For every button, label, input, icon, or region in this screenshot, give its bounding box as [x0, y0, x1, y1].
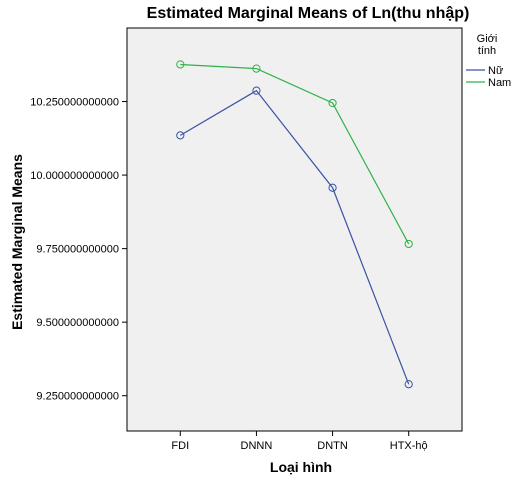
data-point-nam: [328, 98, 337, 108]
y-tick-label: 9.750000000000: [36, 244, 119, 256]
y-tick-label: 10.250000000000: [30, 97, 119, 109]
series-line-n-: [179, 89, 410, 385]
y-axis-title: Estimated Marginal Means: [9, 154, 25, 330]
x-axis-title: Loại hình: [270, 459, 332, 475]
legend-label-n-: Nữ: [488, 65, 504, 77]
x-tick-label: DNNN: [241, 440, 273, 452]
legend-label-nam: Nam: [488, 77, 511, 89]
data-point-nam: [252, 64, 261, 73]
data-point-n-: [404, 380, 413, 389]
y-tick-label: 9.250000000000: [36, 391, 119, 403]
y-axis: 9.250000000000 9.500000000000 9.7500000000…: [30, 97, 127, 403]
plot-area: [126, 27, 463, 432]
data-point-n-: [252, 86, 261, 95]
legend-title-line-2: tính: [478, 45, 496, 57]
series-line-nam: [180, 63, 410, 245]
data-point-nam: [404, 239, 413, 249]
data-point-nam: [176, 60, 185, 69]
x-axis: FDI DNNN DNTN HTX-hộ: [171, 431, 428, 452]
legend-title-line-1: Giới: [477, 33, 498, 45]
x-tick-label: HTX-hộ: [390, 440, 428, 452]
series-layer: [176, 60, 413, 389]
y-tick-label: 9.500000000000: [36, 317, 119, 329]
data-point-n-: [176, 131, 185, 140]
data-point-n-: [328, 183, 337, 192]
x-tick-label: DNTN: [317, 440, 348, 452]
chart-title: Estimated Marginal Means of Ln(thu nhập): [147, 5, 470, 22]
y-tick-label: 10.000000000000: [30, 170, 119, 182]
x-tick-label: FDI: [171, 440, 189, 452]
